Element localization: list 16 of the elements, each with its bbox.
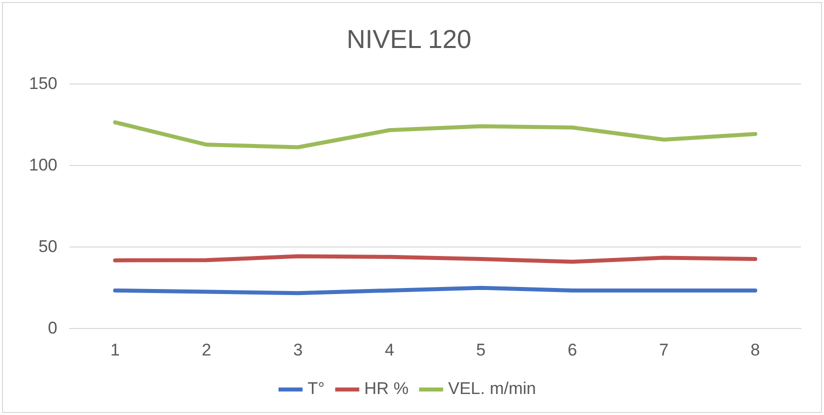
y-tick-label: 0 xyxy=(48,318,58,338)
legend-label: HR % xyxy=(364,379,409,398)
x-tick-label: 4 xyxy=(384,340,394,360)
x-tick-label: 5 xyxy=(476,340,486,360)
y-tick-label: 100 xyxy=(28,155,58,174)
x-tick-label: 7 xyxy=(659,340,669,360)
x-tick-label: 1 xyxy=(110,340,120,360)
y-tick-label: 150 xyxy=(28,74,58,93)
x-tick-label: 3 xyxy=(293,340,303,360)
legend-label: T° xyxy=(308,379,325,398)
x-tick-label: 6 xyxy=(568,340,578,360)
y-tick-label: 50 xyxy=(38,236,58,256)
chart-title: NIVEL 120 xyxy=(346,24,472,54)
legend-label: VEL. m/min xyxy=(448,379,536,398)
x-tick-label: 2 xyxy=(202,340,212,360)
x-tick-label: 8 xyxy=(750,340,760,360)
